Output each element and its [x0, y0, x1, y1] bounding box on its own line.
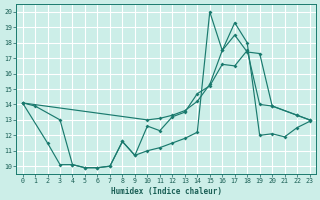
X-axis label: Humidex (Indice chaleur): Humidex (Indice chaleur): [111, 187, 221, 196]
